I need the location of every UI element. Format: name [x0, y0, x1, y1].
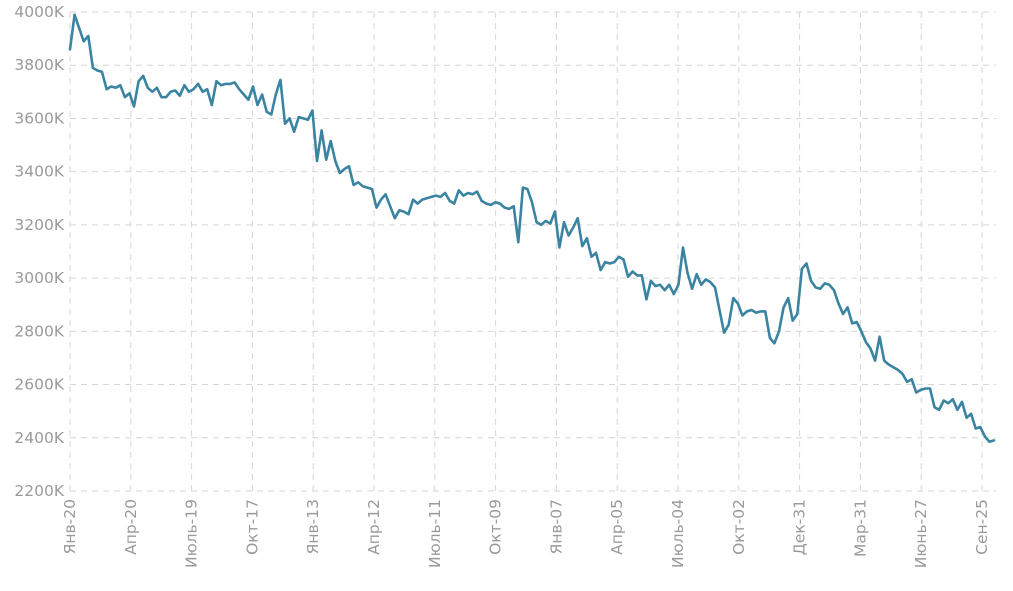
y-tick-label: 3800K — [14, 56, 64, 74]
y-tick-label: 3600K — [14, 109, 64, 127]
y-tick-label: 2600K — [14, 376, 64, 394]
y-tick-label: 4000K — [14, 3, 64, 21]
y-tick-label: 2200K — [14, 482, 64, 500]
x-tick-label: Мар-31 — [851, 499, 869, 557]
y-tick-label: 3200K — [14, 216, 64, 234]
y-tick-label: 2400K — [14, 429, 64, 447]
y-tick-label: 3400K — [14, 163, 64, 181]
x-tick-label: Окт-17 — [243, 499, 261, 555]
x-tick-label: Июль-19 — [183, 499, 201, 568]
y-gridlines — [70, 11, 996, 492]
x-tick-label: Апр-05 — [608, 499, 626, 555]
x-tick-label: Апр-20 — [122, 499, 140, 555]
x-tick-label: Дек-31 — [791, 499, 809, 555]
x-tick-label: Июнь-27 — [912, 499, 930, 568]
series-line — [68, 13, 996, 444]
x-gridlines — [69, 12, 983, 491]
y-tick-label: 2800K — [14, 322, 64, 340]
x-tick-label: Апр-12 — [365, 499, 383, 555]
y-axis: 4000K 3800K 3600K 3400K 3200K 3000K 2800K 2600K… — [14, 3, 64, 500]
series-group — [68, 13, 996, 444]
x-tick-label: Окт-02 — [730, 499, 748, 555]
y-tick-label: 3000K — [14, 269, 64, 287]
x-tick-label: Янв-07 — [547, 499, 565, 554]
x-tick-label: Июль-04 — [669, 499, 687, 568]
x-tick-label: Янв-13 — [304, 499, 322, 554]
x-tick-label: Окт-09 — [487, 499, 505, 555]
x-tick-label: Сен-25 — [973, 499, 991, 555]
x-axis: Янв-20 Апр-20 Июль-19 Окт-17 Янв-13 Апр-12 Июл… — [61, 499, 991, 568]
x-tick-label: Янв-20 — [61, 499, 79, 554]
x-tick-label: Июль-11 — [426, 499, 444, 568]
